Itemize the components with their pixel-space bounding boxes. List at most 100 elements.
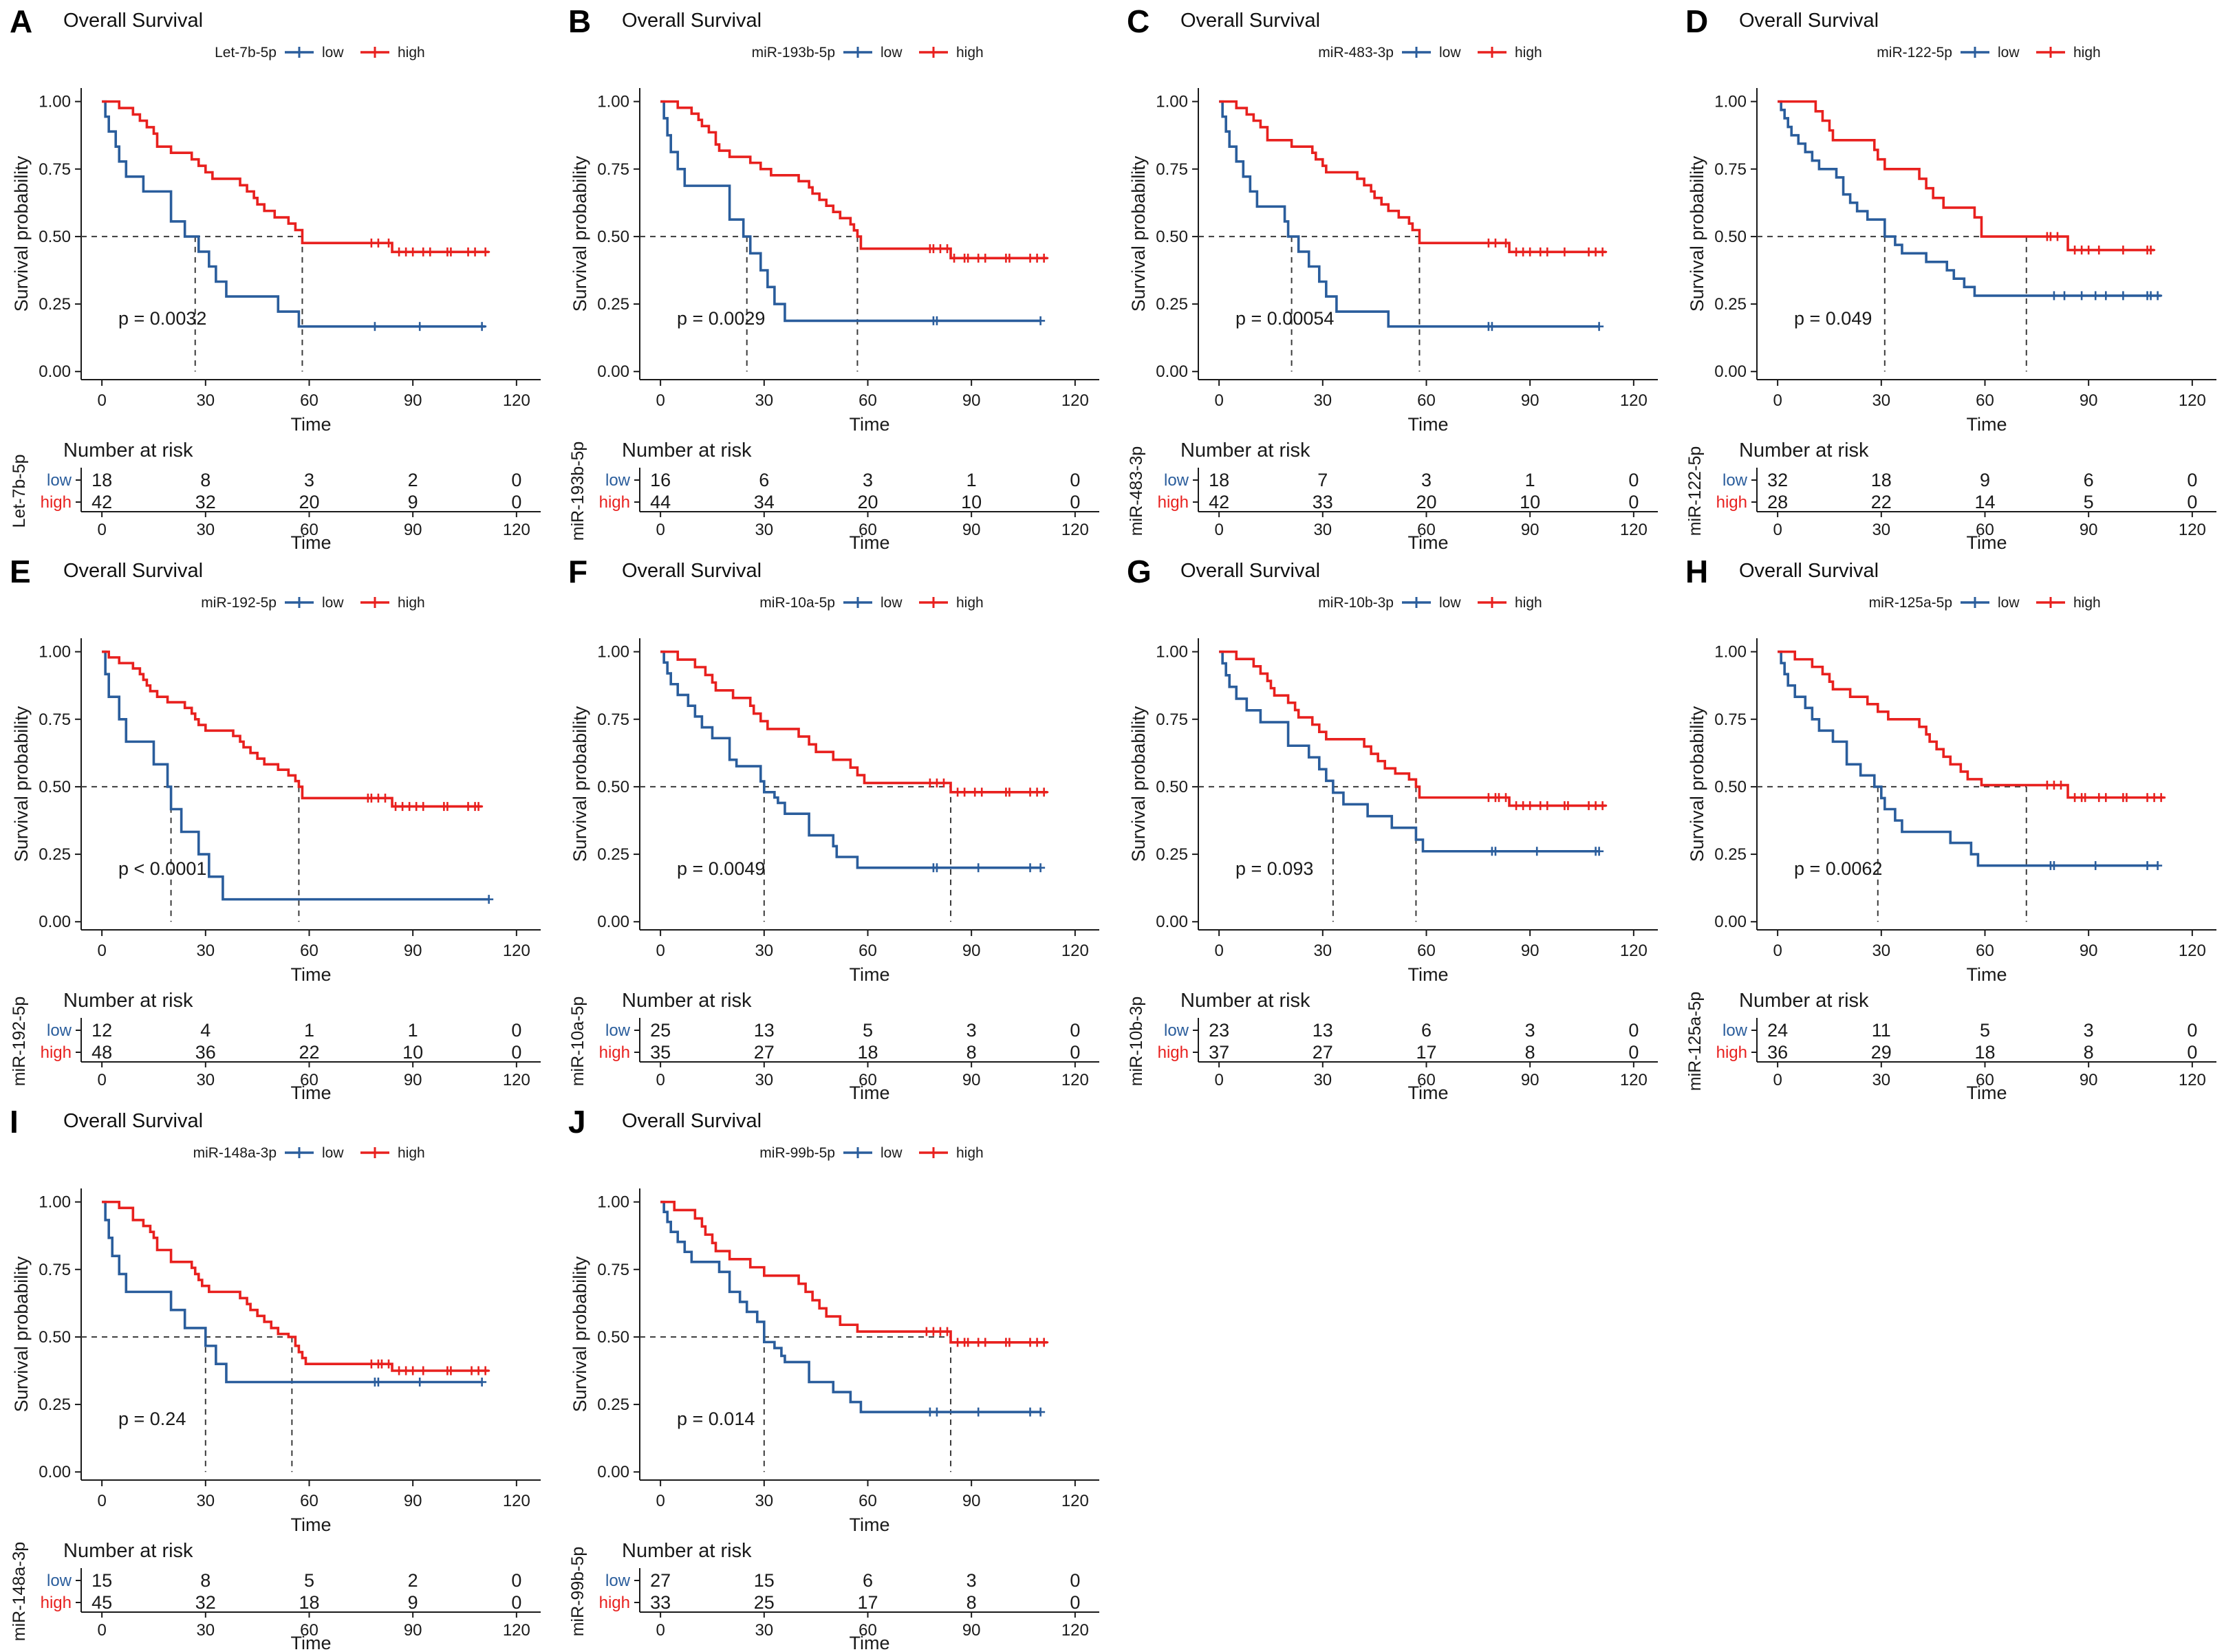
risk-x-tick-label: 0 xyxy=(656,1621,665,1640)
risk-x-tick-label: 30 xyxy=(755,521,773,539)
legend-gene-label: miR-10a-5p xyxy=(759,595,835,611)
risk-x-tick-label: 30 xyxy=(1872,521,1890,539)
x-tick-label: 60 xyxy=(1417,391,1436,410)
legend: miR-148a-3p low high xyxy=(193,1145,425,1161)
risk-x-tick-label: 120 xyxy=(2179,521,2206,539)
risk-x-tick-label: 120 xyxy=(2179,1071,2206,1089)
risk-row-label-high: high xyxy=(599,1594,630,1612)
legend-low-label: low xyxy=(1998,595,2020,611)
risk-count: 1 xyxy=(304,1020,314,1041)
x-tick-label: 60 xyxy=(1976,391,1994,410)
risk-group-axis-label: miR-99b-5p xyxy=(568,1547,587,1637)
risk-x-axis-title: Time xyxy=(850,1633,890,1651)
risk-count: 3 xyxy=(967,1020,977,1041)
panel-a: A Overall Survival Let-7b-5p low high 0.00 0… xyxy=(0,0,559,550)
y-tick-label: 0.00 xyxy=(597,1463,629,1481)
x-tick-label: 30 xyxy=(1872,391,1890,410)
risk-table-header: Number at risk xyxy=(1180,990,1310,1012)
risk-x-axis-title: Time xyxy=(291,532,332,550)
risk-count: 33 xyxy=(1313,492,1333,512)
panel-g: G Overall Survival miR-10b-3p low high 0.00… xyxy=(1117,550,1676,1100)
x-tick-label: 30 xyxy=(1313,391,1332,410)
risk-count: 0 xyxy=(511,1592,521,1613)
y-axis-title: Survival probability xyxy=(1687,155,1707,312)
x-tick-label: 90 xyxy=(2080,391,2098,410)
risk-count: 0 xyxy=(2187,1020,2197,1041)
y-tick-label: 0.50 xyxy=(597,778,629,796)
axes: 0.00 0.25 0.50 0.75 1.00 0 30 60 90 120 Time Surviv… xyxy=(1687,88,2216,435)
panel-title: Overall Survival xyxy=(63,1110,204,1132)
y-tick-label: 0.50 xyxy=(1156,228,1188,246)
risk-count: 18 xyxy=(1209,470,1229,490)
risk-count: 0 xyxy=(1070,492,1080,512)
x-tick-label: 120 xyxy=(503,391,530,410)
median-guides xyxy=(1198,235,1421,372)
legend-high-label: high xyxy=(398,45,425,61)
panel-letter: E xyxy=(10,554,31,589)
x-tick-label: 120 xyxy=(503,1492,530,1510)
panel-f: F Overall Survival miR-10a-5p low high 0.00… xyxy=(559,550,1117,1100)
legend: miR-99b-5p low high xyxy=(759,1145,983,1161)
high-survival-curve xyxy=(1778,100,2155,252)
y-tick-label: 0.00 xyxy=(39,362,71,381)
p-value-label: p = 0.24 xyxy=(118,1409,186,1429)
risk-count: 35 xyxy=(650,1042,671,1063)
risk-count: 15 xyxy=(754,1570,775,1591)
risk-row-label-low: low xyxy=(1164,1021,1189,1040)
y-tick-label: 1.00 xyxy=(1156,643,1188,662)
risk-count: 6 xyxy=(1421,1020,1432,1041)
legend: miR-125a-5p low high xyxy=(1869,595,2101,611)
risk-count: 8 xyxy=(967,1042,977,1063)
risk-count: 5 xyxy=(304,1570,314,1591)
x-tick-label: 30 xyxy=(196,391,215,410)
x-tick-label: 60 xyxy=(859,1492,877,1510)
legend-gene-label: miR-10b-3p xyxy=(1318,595,1394,611)
high-survival-curve xyxy=(102,1200,489,1372)
legend-low-label: low xyxy=(1439,595,1461,611)
risk-x-tick-label: 90 xyxy=(962,1621,981,1640)
risk-count: 18 xyxy=(299,1592,319,1613)
panel-h: H Overall Survival miR-125a-5p low high 0.0… xyxy=(1676,550,2234,1100)
x-tick-label: 90 xyxy=(1521,942,1540,960)
legend-high-label: high xyxy=(956,1145,984,1161)
risk-row-label-high: high xyxy=(599,1043,630,1062)
x-tick-label: 90 xyxy=(404,942,422,960)
risk-count: 3 xyxy=(1525,1020,1535,1041)
risk-count: 16 xyxy=(650,470,671,490)
legend-low-label: low xyxy=(1998,45,2020,61)
median-guides xyxy=(640,785,952,922)
risk-count: 14 xyxy=(1974,492,1995,512)
km-plot-host: miR-483-3p low high 0.00 0.25 0.50 0.75 1.00 0 30… xyxy=(1117,0,1676,550)
x-tick-label: 90 xyxy=(962,942,981,960)
low-survival-curve xyxy=(102,1200,482,1384)
risk-count: 9 xyxy=(408,492,418,512)
x-axis-title: Time xyxy=(291,964,332,985)
x-tick-label: 30 xyxy=(1313,942,1332,960)
legend-high-label: high xyxy=(956,45,984,61)
risk-count: 23 xyxy=(1209,1020,1229,1041)
legend-high-label: high xyxy=(2073,595,2101,611)
y-tick-label: 0.75 xyxy=(39,710,71,729)
panel-b: B Overall Survival miR-193b-5p low high 0.0… xyxy=(559,0,1117,550)
y-tick-label: 0.00 xyxy=(597,913,629,931)
x-tick-label: 0 xyxy=(656,942,665,960)
x-tick-label: 0 xyxy=(1773,391,1782,410)
risk-count: 18 xyxy=(857,1042,878,1063)
risk-count: 0 xyxy=(511,470,521,490)
risk-x-tick-label: 30 xyxy=(196,1071,215,1089)
risk-table-header: Number at risk xyxy=(1180,439,1310,461)
x-tick-label: 90 xyxy=(404,391,422,410)
risk-count: 6 xyxy=(759,470,769,490)
risk-count: 25 xyxy=(754,1592,775,1613)
y-tick-label: 0.75 xyxy=(597,1261,629,1279)
axes: 0.00 0.25 0.50 0.75 1.00 0 30 60 90 120 Time Surviv… xyxy=(11,88,541,435)
risk-count: 9 xyxy=(408,1592,418,1613)
high-survival-curve xyxy=(102,100,489,254)
risk-count: 12 xyxy=(91,1020,112,1041)
y-axis-title: Survival probability xyxy=(570,1256,590,1412)
risk-group-axis-label: miR-10a-5p xyxy=(568,997,587,1087)
